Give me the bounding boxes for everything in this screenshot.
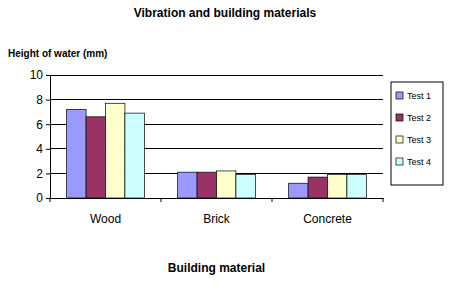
y-tick-label: 8 bbox=[36, 93, 43, 107]
x-axis-line bbox=[51, 198, 384, 199]
grid bbox=[50, 75, 383, 198]
y-tick: 8 bbox=[36, 93, 50, 107]
bar bbox=[308, 177, 327, 198]
x-separator bbox=[272, 198, 273, 202]
legend-box bbox=[391, 82, 443, 185]
bar bbox=[217, 171, 236, 198]
y-tick-label: 6 bbox=[36, 118, 43, 132]
bar bbox=[197, 172, 216, 198]
chart: Vibration and building materials Height o… bbox=[0, 0, 450, 295]
y-tick-mark bbox=[46, 124, 50, 125]
x-separator bbox=[161, 198, 162, 202]
y-tick-label: 2 bbox=[36, 167, 43, 181]
x-separator bbox=[50, 198, 51, 202]
y-tick: 10 bbox=[30, 68, 50, 82]
x-tick: Wood bbox=[90, 198, 121, 226]
bar bbox=[125, 113, 144, 198]
y-tick: 2 bbox=[36, 167, 50, 181]
bar bbox=[86, 117, 105, 198]
legend-key bbox=[396, 92, 403, 99]
legend-key bbox=[396, 136, 403, 143]
x-axis: Wood Brick Concrete bbox=[50, 198, 384, 226]
x-tick: Brick bbox=[203, 198, 231, 226]
bar bbox=[328, 175, 347, 198]
x-separator bbox=[383, 198, 384, 202]
y-tick: 4 bbox=[36, 142, 50, 156]
y-axis-title: Height of water (mm) bbox=[8, 48, 107, 59]
y-tick: 6 bbox=[36, 118, 50, 132]
y-tick: 0 bbox=[36, 191, 50, 205]
x-tick-label: Brick bbox=[203, 212, 231, 226]
y-tick-mark bbox=[46, 100, 50, 101]
y-tick-label: 4 bbox=[36, 142, 43, 156]
x-tick-label: Concrete bbox=[303, 212, 352, 226]
y-axis-line bbox=[46, 76, 51, 199]
grid-line bbox=[50, 99, 383, 100]
bar bbox=[236, 175, 255, 198]
x-tick: Concrete bbox=[303, 198, 352, 226]
bar bbox=[67, 109, 86, 198]
y-tick-mark bbox=[46, 149, 50, 150]
y-tick-mark bbox=[46, 75, 50, 76]
legend-label: Test 1 bbox=[407, 91, 431, 101]
bar bbox=[106, 103, 125, 198]
title: Vibration and building materials bbox=[134, 6, 317, 20]
legend: Test 1 Test 2 Test 3 Test 4 bbox=[391, 82, 443, 185]
legend-label: Test 4 bbox=[407, 157, 431, 167]
y-tick-mark bbox=[46, 173, 50, 174]
y-axis: 0 2 4 6 8 10 bbox=[30, 68, 51, 205]
legend-key bbox=[396, 114, 403, 121]
bar bbox=[289, 183, 308, 198]
legend-label: Test 3 bbox=[407, 135, 431, 145]
legend-key bbox=[396, 158, 403, 165]
grid-line bbox=[50, 75, 383, 76]
y-tick-label: 0 bbox=[36, 191, 43, 205]
legend-label: Test 2 bbox=[407, 113, 431, 123]
y-tick-label: 10 bbox=[30, 68, 44, 82]
x-tick-label: Wood bbox=[90, 212, 121, 226]
y-tick-mark bbox=[46, 198, 50, 199]
bars bbox=[67, 103, 367, 198]
x-axis-title: Building material bbox=[168, 261, 265, 275]
bar bbox=[347, 175, 366, 198]
bar bbox=[178, 172, 197, 198]
